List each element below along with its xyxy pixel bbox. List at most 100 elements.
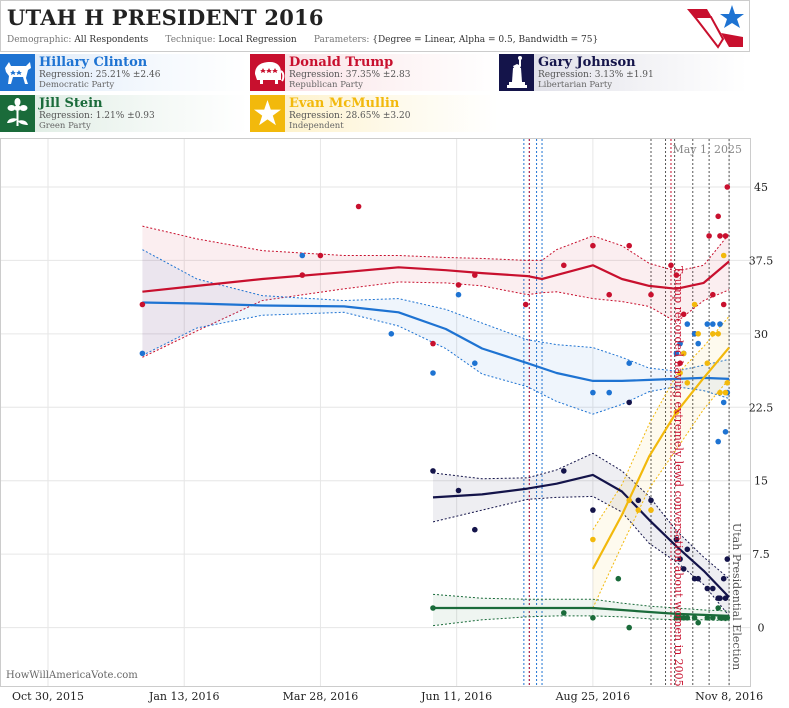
poll-point bbox=[720, 575, 727, 582]
poll-point bbox=[522, 301, 529, 308]
band-upper-line bbox=[432, 452, 730, 580]
y-tick-label: 22.5 bbox=[749, 401, 774, 414]
x-tick-label: Nov 8, 2016 bbox=[695, 690, 763, 703]
x-tick-label: Aug 25, 2016 bbox=[555, 690, 631, 703]
poll-point bbox=[648, 291, 654, 298]
demographic-value: All Respondents bbox=[74, 35, 149, 45]
x-tick-label: Jan 13, 2016 bbox=[148, 690, 220, 703]
poll-point bbox=[724, 380, 731, 386]
candidate-card-trump[interactable]: Donald Trump Regression: 37.35% ±2.83 Re… bbox=[250, 54, 498, 91]
poll-point bbox=[715, 331, 721, 337]
poll-point bbox=[139, 301, 146, 308]
poll-point bbox=[455, 487, 462, 494]
parameters-line: Demographic: All Respondents Technique: … bbox=[7, 35, 598, 45]
poll-point bbox=[680, 350, 687, 357]
poll-point bbox=[606, 389, 612, 396]
band-lower-line bbox=[142, 311, 730, 415]
y-tick-label: 45 bbox=[754, 181, 768, 194]
poll-point bbox=[684, 321, 691, 327]
candidate-party: Democratic Party bbox=[39, 80, 115, 90]
candidate-name: Evan McMullin bbox=[289, 96, 400, 111]
candidate-card-stein[interactable]: Jill Stein Regression: 1.21% ±0.93 Green… bbox=[0, 95, 248, 132]
flower-icon bbox=[0, 95, 35, 132]
poll-point bbox=[677, 370, 683, 376]
candidate-regression: Regression: 37.35% ±2.83 bbox=[289, 70, 411, 80]
poll-point bbox=[317, 252, 324, 259]
x-tick-label: Jun 11, 2016 bbox=[420, 690, 492, 703]
candidate-regression: Regression: 1.21% ±0.93 bbox=[39, 111, 155, 121]
band-upper-line bbox=[142, 225, 730, 272]
trend-line bbox=[432, 473, 730, 599]
candidate-card-clinton[interactable]: Hillary Clinton Regression: 25.21% ±2.46… bbox=[0, 54, 248, 91]
poll-point bbox=[139, 350, 146, 357]
parameters-label: Parameters: bbox=[313, 35, 370, 45]
poll-point bbox=[648, 497, 654, 504]
poll-point bbox=[680, 311, 687, 318]
candidate-name: Jill Stein bbox=[39, 96, 103, 111]
band-lower-line bbox=[432, 495, 730, 617]
poll-point bbox=[680, 566, 687, 572]
poll-point bbox=[720, 252, 727, 259]
poll-point bbox=[626, 624, 632, 631]
poll-point bbox=[430, 370, 436, 376]
poll-point bbox=[590, 507, 596, 513]
confidence-band bbox=[142, 226, 730, 358]
poll-point bbox=[673, 409, 680, 416]
poll-point bbox=[455, 291, 462, 298]
band-lower-line bbox=[432, 615, 730, 627]
poll-point bbox=[717, 389, 723, 396]
poll-point bbox=[635, 497, 642, 504]
poll-point bbox=[590, 615, 596, 621]
poll-point bbox=[717, 321, 723, 327]
poll-point bbox=[715, 438, 721, 445]
poll-point bbox=[626, 360, 632, 366]
poll-point bbox=[472, 272, 478, 278]
band-upper-line bbox=[592, 315, 730, 530]
trend-line bbox=[142, 301, 730, 382]
poll-point bbox=[715, 605, 721, 611]
poll-point bbox=[677, 556, 683, 562]
statue-of-liberty-icon bbox=[499, 54, 534, 91]
x-tick-label: Mar 28, 2016 bbox=[283, 690, 359, 703]
poll-point bbox=[430, 340, 436, 347]
annotation-label: Utah Presidential Election bbox=[730, 523, 743, 670]
candidate-regression: Regression: 3.13% ±1.91 bbox=[538, 70, 654, 80]
poll-point bbox=[720, 399, 727, 406]
poll-point bbox=[299, 272, 306, 278]
poll-chart: Trump recorded having extremely lewd con… bbox=[0, 138, 774, 703]
poll-point bbox=[695, 331, 701, 337]
poll-point bbox=[722, 595, 729, 601]
poll-point bbox=[695, 575, 701, 582]
y-tick-label: 0 bbox=[758, 622, 765, 635]
poll-point bbox=[626, 497, 632, 504]
poll-point bbox=[626, 399, 632, 406]
poll-point bbox=[691, 615, 698, 621]
poll-points bbox=[139, 184, 731, 631]
poll-point bbox=[590, 242, 596, 249]
poll-point bbox=[430, 605, 436, 611]
band-lower-line bbox=[142, 281, 730, 358]
star-icon bbox=[250, 95, 285, 132]
poll-point bbox=[677, 340, 683, 347]
demographic-label: Demographic: bbox=[7, 35, 72, 45]
candidate-legend: Hillary Clinton Regression: 25.21% ±2.46… bbox=[0, 54, 789, 136]
poll-point bbox=[648, 507, 654, 513]
poll-point bbox=[724, 556, 731, 562]
date-label: May 1, 2025 bbox=[672, 143, 742, 156]
header-panel: UTAH H PRESIDENT 2016 Demographic: All R… bbox=[0, 0, 750, 52]
poll-point bbox=[626, 242, 632, 249]
plot-frame bbox=[0, 138, 751, 687]
poll-point bbox=[704, 615, 711, 621]
candidate-card-mcmullin[interactable]: Evan McMullin Regression: 28.65% ±3.20 I… bbox=[250, 95, 498, 132]
poll-point bbox=[561, 262, 567, 269]
band-upper-line bbox=[433, 593, 730, 612]
candidate-card-johnson[interactable]: Gary Johnson Regression: 3.13% ±1.91 Lib… bbox=[499, 54, 747, 91]
y-tick-label: 7.5 bbox=[752, 548, 770, 561]
confidence-band bbox=[142, 249, 730, 415]
donkey-icon bbox=[0, 54, 35, 91]
poll-point bbox=[706, 233, 712, 239]
poll-point bbox=[704, 360, 711, 366]
poll-point bbox=[715, 213, 721, 220]
poll-point bbox=[710, 585, 716, 592]
poll-point bbox=[717, 595, 723, 601]
